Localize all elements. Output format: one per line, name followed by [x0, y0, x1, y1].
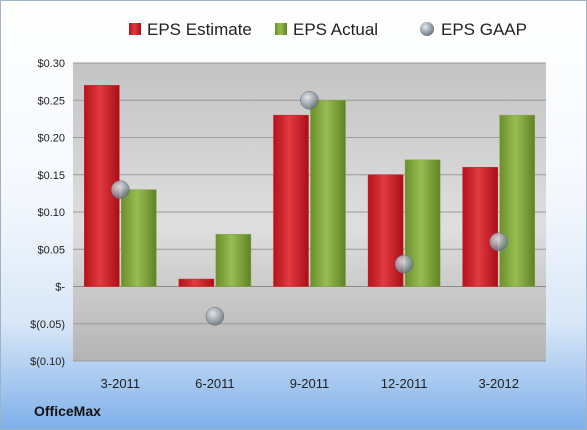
eps-estimate-bar	[462, 167, 498, 287]
y-tick-label: $-	[55, 282, 65, 294]
company-name: OfficeMax	[34, 403, 101, 419]
eps-actual-bar	[310, 100, 346, 287]
y-tick-label: $0.05	[37, 244, 65, 256]
eps-gaap-marker	[394, 254, 414, 274]
x-category-label: 3-2011	[101, 376, 141, 391]
legend-estimate-label: EPS Estimate	[147, 20, 252, 39]
y-tick-label: $(0.05)	[30, 319, 65, 331]
eps-actual-bar	[121, 189, 157, 287]
eps-gaap-marker	[111, 180, 130, 199]
bars	[84, 85, 535, 287]
gaap-markers	[111, 91, 508, 326]
y-tick-label: $0.15	[37, 170, 65, 182]
y-tick-label: $0.25	[37, 95, 65, 107]
x-category-label: 6-2011	[195, 376, 235, 391]
eps-estimate-bar	[273, 114, 309, 287]
eps-gaap-marker	[205, 307, 225, 326]
eps-estimate-bar	[178, 278, 215, 287]
x-axis-categories: 3-2011 6-2011 9-2011 12-2011 3-2012	[101, 376, 519, 391]
x-category-label: 12-2011	[381, 376, 428, 391]
legend-gaap-label: EPS GAAP	[441, 20, 527, 39]
y-tick-label: $0.30	[37, 58, 65, 70]
legend: EPS Estimate EPS Actual EPS GAAP	[129, 20, 527, 39]
legend-estimate-swatch	[129, 23, 141, 35]
legend-actual-label: EPS Actual	[293, 20, 378, 39]
eps-actual-bar	[499, 114, 535, 287]
y-tick-label: $0.20	[37, 133, 65, 145]
y-axis-ticks: $0.30 $0.25 $0.20 $0.15 $0.10 $0.05 $- $(0.05) $…	[30, 58, 65, 368]
legend-actual-swatch	[275, 23, 287, 35]
x-category-label: 3-2012	[478, 376, 518, 391]
legend-gaap-marker	[420, 22, 434, 36]
y-tick-label: $(0.10)	[30, 356, 65, 368]
eps-actual-bar	[215, 234, 252, 287]
eps-gaap-marker	[300, 91, 319, 110]
y-tick-label: $0.10	[37, 207, 65, 219]
x-category-label: 9-2011	[290, 376, 330, 391]
eps-gaap-marker	[489, 232, 508, 252]
